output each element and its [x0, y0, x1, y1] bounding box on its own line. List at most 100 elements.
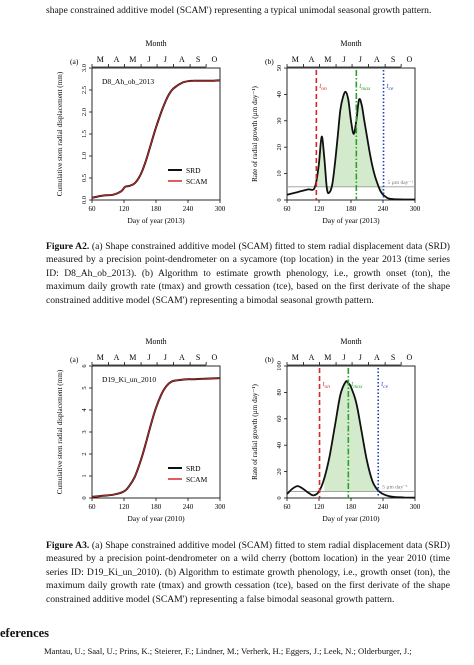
month-label: M — [324, 353, 331, 362]
y-tick-label: 40 — [276, 91, 283, 98]
y-tick-label: 20 — [276, 468, 283, 475]
x-tick-label: 60 — [284, 205, 292, 213]
top-text: shape constrained additive model (SCAM')… — [46, 5, 432, 16]
month-axis-title: Month — [340, 337, 361, 346]
y-axis-label: Rate of radial growth (µm day⁻¹) — [251, 86, 259, 182]
growth-area — [324, 381, 378, 492]
figure-a2-caption-body: (a) Shape constrained additive model (SC… — [46, 241, 450, 306]
x-tick-label: 60 — [89, 205, 97, 213]
month-label: A — [114, 55, 120, 64]
x-tick-label: 120 — [119, 205, 130, 213]
reference-line: Mantau, U.; Saal, U.; Prins, K.; Steiere… — [44, 646, 412, 656]
panel-tag: (a) — [70, 57, 79, 66]
y-tick-label: 0.5 — [81, 174, 88, 182]
y-tick-label: 1.0 — [81, 152, 88, 160]
month-label: S — [196, 353, 200, 362]
month-label: J — [148, 55, 151, 64]
series-id-label: D8_Ah_ob_2013 — [102, 77, 154, 86]
month-label: M — [129, 353, 136, 362]
x-tick-label: 240 — [378, 205, 389, 213]
month-label: M — [292, 55, 299, 64]
x-tick-label: 300 — [410, 503, 421, 511]
x-tick-label: 180 — [346, 205, 357, 213]
y-tick-label: 0 — [276, 496, 283, 499]
y-axis-label: Cumulative stem radial displacement (mm) — [56, 71, 64, 196]
marker-label-ton: ton — [323, 380, 331, 390]
month-axis-title: Month — [145, 337, 166, 346]
month-label: S — [391, 353, 395, 362]
month-label: J — [164, 55, 167, 64]
legend-label-srd: SRD — [186, 464, 201, 473]
y-tick-label: 0 — [81, 496, 88, 499]
month-label: O — [407, 353, 413, 362]
marker-label-tce: tce — [381, 380, 388, 390]
month-axis-title: Month — [340, 39, 361, 48]
month-label: J — [359, 353, 362, 362]
marker-label-tmax: tmax — [351, 380, 363, 390]
panel-tag: (a) — [70, 355, 79, 364]
x-tick-label: 300 — [215, 205, 226, 213]
y-tick-label: 50 — [276, 65, 283, 72]
month-label: M — [129, 55, 136, 64]
threshold-label: 5 µm day⁻¹ — [382, 484, 408, 490]
x-tick-label: 240 — [378, 503, 389, 511]
panel-a: Month(a) M A M J J A S O0.00.51.01.52.02.53.060 1… — [56, 39, 226, 225]
y-tick-label: 0.0 — [81, 196, 88, 204]
month-label: J — [343, 353, 346, 362]
y-tick-label: 80 — [276, 389, 283, 396]
y-tick-label: 10 — [276, 170, 283, 177]
x-tick-label: 120 — [314, 503, 325, 511]
series-id-label: D19_Ki_un_2010 — [102, 375, 156, 384]
month-label: S — [391, 55, 395, 64]
y-tick-label: 0 — [276, 198, 283, 201]
figure-a2-caption: Figure A2. (a) Shape constrained additiv… — [46, 240, 450, 307]
x-tick-label: 300 — [410, 205, 421, 213]
panel-tag: (b) — [265, 355, 274, 364]
y-tick-label: 2.0 — [81, 108, 88, 116]
month-label: O — [212, 353, 218, 362]
y-tick-label: 30 — [276, 118, 283, 125]
month-label: A — [309, 55, 315, 64]
x-tick-label: 240 — [183, 503, 194, 511]
y-tick-label: 1 — [81, 474, 88, 477]
y-tick-label: 2.5 — [81, 86, 88, 94]
month-label: A — [114, 353, 120, 362]
legend-label-scam: SCAM — [186, 177, 208, 186]
month-label: J — [164, 353, 167, 362]
y-tick-label: 3 — [81, 430, 88, 433]
marker-label-tce: tce — [387, 82, 394, 92]
x-tick-label: 240 — [183, 205, 194, 213]
figure-a3-label: Figure A3. — [46, 540, 90, 551]
month-label: A — [374, 353, 380, 362]
y-tick-label: 5 — [81, 386, 88, 389]
x-tick-label: 180 — [346, 503, 357, 511]
growth-rate-curve — [286, 90, 415, 201]
y-tick-label: 20 — [276, 144, 283, 151]
growth-rate-curve — [286, 380, 416, 499]
figure-a3-caption-body: (a) Shape constrained additive model (SC… — [46, 540, 450, 605]
y-axis-label: Cumulative stem radial displacement (mm) — [56, 369, 64, 494]
month-label: J — [148, 353, 151, 362]
month-label: M — [97, 55, 104, 64]
y-tick-label: 6 — [81, 364, 88, 368]
x-axis-label: Day of year (2010) — [322, 514, 380, 523]
y-tick-label: 40 — [276, 442, 283, 449]
panel-tag: (b) — [265, 57, 274, 66]
month-label: M — [97, 353, 104, 362]
y-tick-label: 4 — [81, 408, 88, 412]
x-tick-label: 120 — [314, 205, 325, 213]
month-label: M — [324, 55, 331, 64]
y-axis-label: Rate of radial growth (µm day⁻¹) — [251, 384, 259, 480]
month-label: J — [343, 55, 346, 64]
month-label: A — [309, 353, 315, 362]
y-tick-label: 2 — [81, 452, 88, 455]
y-tick-label: 60 — [276, 416, 283, 423]
month-label: M — [292, 353, 299, 362]
figure-a3-caption: Figure A3. (a) Shape constrained additiv… — [46, 539, 450, 606]
month-label: J — [359, 55, 362, 64]
figure-a2-label: Figure A2. — [46, 241, 90, 252]
series-scam-line — [91, 79, 221, 199]
month-axis-title: Month — [145, 39, 166, 48]
